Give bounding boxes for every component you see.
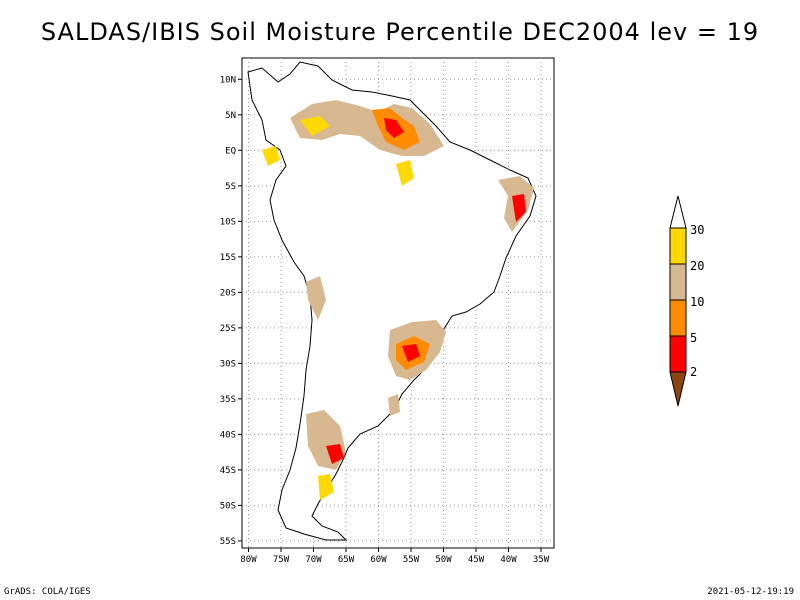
lon-label: 65W	[338, 555, 355, 565]
colorbar-bin-5-10	[669, 299, 687, 337]
map-title: SALDAS/IBIS Soil Moisture Percentile DEC…	[40, 18, 760, 46]
lat-label: 25S	[220, 324, 236, 334]
colorbar-label: 10	[690, 295, 704, 309]
colorbar: 30 20 10 5 2	[669, 195, 704, 407]
lat-label: 15S	[220, 253, 236, 263]
lon-label: 40W	[500, 555, 517, 565]
colorbar-bin-2-5	[669, 335, 687, 373]
lat-label: 10S	[220, 217, 236, 227]
footer-credit: GrADS: COLA/IGES	[4, 587, 91, 597]
lon-label: 45W	[468, 555, 485, 565]
lat-label: 50S	[220, 501, 236, 511]
lon-label: 80W	[240, 555, 257, 565]
lat-label: 55S	[220, 537, 236, 547]
plot-frame	[241, 57, 555, 549]
colorbar-top-arrow	[669, 195, 687, 229]
lon-label: 50W	[435, 555, 452, 565]
lat-label: 40S	[220, 430, 236, 440]
latitude-axis: 10N 5N EQ 5S 10S 15S 20S 25S 30S 35S 40S 45S 50S 55S	[220, 75, 236, 547]
colorbar-label: 30	[690, 223, 704, 237]
lat-label: 30S	[220, 359, 236, 369]
colorbar-label: 2	[690, 365, 697, 379]
lat-label: 35S	[220, 395, 236, 405]
lat-label: 5N	[225, 111, 236, 121]
lat-label: 10N	[220, 75, 236, 85]
colorbar-bin-20-30	[669, 227, 687, 265]
colorbar-label: 5	[690, 331, 697, 345]
lon-label: 70W	[305, 555, 322, 565]
colorbar-bottom-arrow	[669, 371, 687, 407]
lon-label: 55W	[403, 555, 420, 565]
colorbar-bin-10-20	[669, 263, 687, 301]
lat-label: 20S	[220, 288, 236, 298]
footer-timestamp: 2021-05-12-19:19	[707, 587, 794, 597]
percentile-shading	[262, 100, 534, 500]
lon-label: 60W	[370, 555, 387, 565]
lat-label: EQ	[225, 146, 236, 156]
lon-label: 35W	[533, 555, 550, 565]
colorbar-label: 20	[690, 259, 704, 273]
lat-label: 45S	[220, 466, 236, 476]
longitude-axis: 80W 75W 70W 65W 60W 55W 50W 45W 40W 35W	[238, 78, 550, 565]
lon-label: 75W	[273, 555, 290, 565]
lat-label: 5S	[225, 182, 236, 192]
